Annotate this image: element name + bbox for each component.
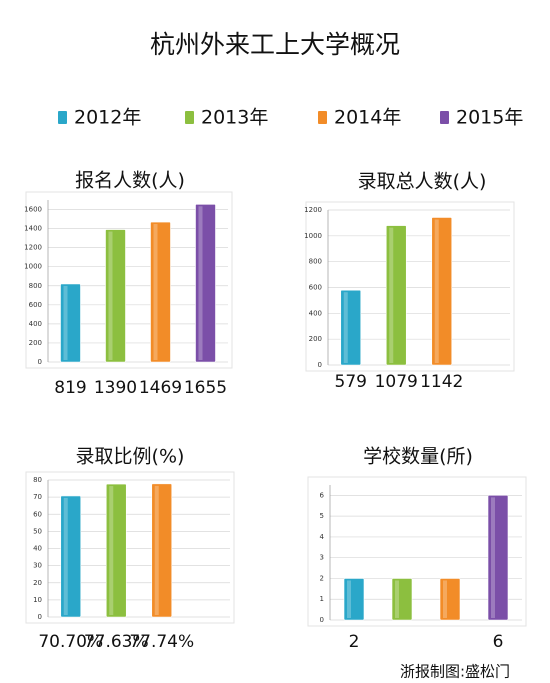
value-label: 1142 [420,372,463,392]
y-tick-label: 4 [320,533,325,541]
y-tick-label: 70 [33,493,42,501]
legend-label: 2013年 [201,107,268,129]
bar [487,495,509,621]
y-tick-label: 60 [33,510,42,518]
bar-highlight [63,497,68,615]
legend-swatch [58,111,67,124]
bar-highlight [491,497,495,618]
y-tick-label: 0 [320,616,324,624]
y-tick-label: 1400 [24,225,42,233]
bar [431,217,453,366]
y-tick-label: 0 [318,361,322,369]
y-tick-label: 6 [320,491,325,499]
y-tick-label: 200 [309,335,322,343]
y-tick-label: 20 [33,579,42,587]
bar-highlight [389,227,394,363]
y-tick-label: 1 [320,595,324,603]
bar [385,225,407,366]
bar-highlight [154,485,159,615]
y-tick-label: 800 [29,282,42,290]
bar-highlight [198,206,203,360]
bar [151,483,173,618]
y-tick-label: 400 [309,309,322,317]
bar-highlight [153,224,158,360]
bar [340,289,362,366]
value-label: 77.63% [84,632,149,652]
y-tick-label: 1200 [304,206,322,214]
y-tick-label: 0 [38,358,42,366]
y-tick-label: 1200 [24,244,42,252]
value-label: 6 [493,632,504,652]
legend-swatch [440,111,449,124]
bar-highlight [443,580,447,618]
bar-highlight [108,231,113,360]
bar [439,578,461,621]
chart-title: 录取总人数(人) [358,171,487,193]
bar-highlight [434,219,439,363]
y-tick-label: 80 [33,476,42,484]
legend-label: 2014年 [334,107,401,129]
plot-frame [25,471,235,624]
y-tick-label: 200 [29,339,42,347]
bar-highlight [395,580,399,618]
source: 浙报制图:盛松门 [400,663,510,681]
bar [150,221,171,363]
y-tick-label: 400 [29,320,42,328]
y-tick-label: 40 [33,545,42,553]
y-tick-label: 1600 [24,206,42,214]
bar-highlight [63,285,68,360]
y-tick-label: 1000 [304,232,322,240]
bar-highlight [343,292,348,363]
y-tick-label: 1000 [24,263,42,271]
bar [195,203,216,363]
chart-title: 学校数量(所) [363,446,473,468]
legend-swatch [318,111,327,124]
value-label: 1655 [184,378,227,398]
chart-title: 录取比例(%) [76,446,185,468]
y-tick-label: 2 [320,574,324,582]
chart-title: 报名人数(人) [75,170,185,192]
bar [105,229,126,363]
y-tick-label: 5 [320,512,324,520]
bar-highlight [347,580,351,618]
legend-label: 2015年 [456,107,523,129]
y-tick-label: 3 [320,554,324,562]
plot-frame [305,201,515,372]
bar [343,578,365,621]
y-tick-label: 0 [38,613,42,621]
legend-label: 2012年 [74,107,141,129]
bar [105,483,127,618]
legend-swatch [185,111,194,124]
y-tick-label: 600 [309,284,322,292]
value-label: 1390 [94,378,137,398]
bar [391,578,413,621]
y-tick-label: 800 [309,258,322,266]
value-label: 2 [349,632,360,652]
bar [60,495,82,618]
main-title: 杭州外来工上大学概况 [150,30,400,59]
value-label: 1079 [375,372,418,392]
y-tick-label: 10 [33,596,42,604]
y-tick-label: 50 [33,527,42,535]
value-label: 819 [54,378,86,398]
y-tick-label: 30 [33,562,42,570]
bar [60,283,81,363]
value-label: 77.74% [129,632,194,652]
bar-highlight [109,486,114,615]
y-tick-label: 600 [29,301,42,309]
value-label: 579 [335,372,367,392]
value-label: 70.70% [38,632,103,652]
value-label: 1469 [139,378,182,398]
